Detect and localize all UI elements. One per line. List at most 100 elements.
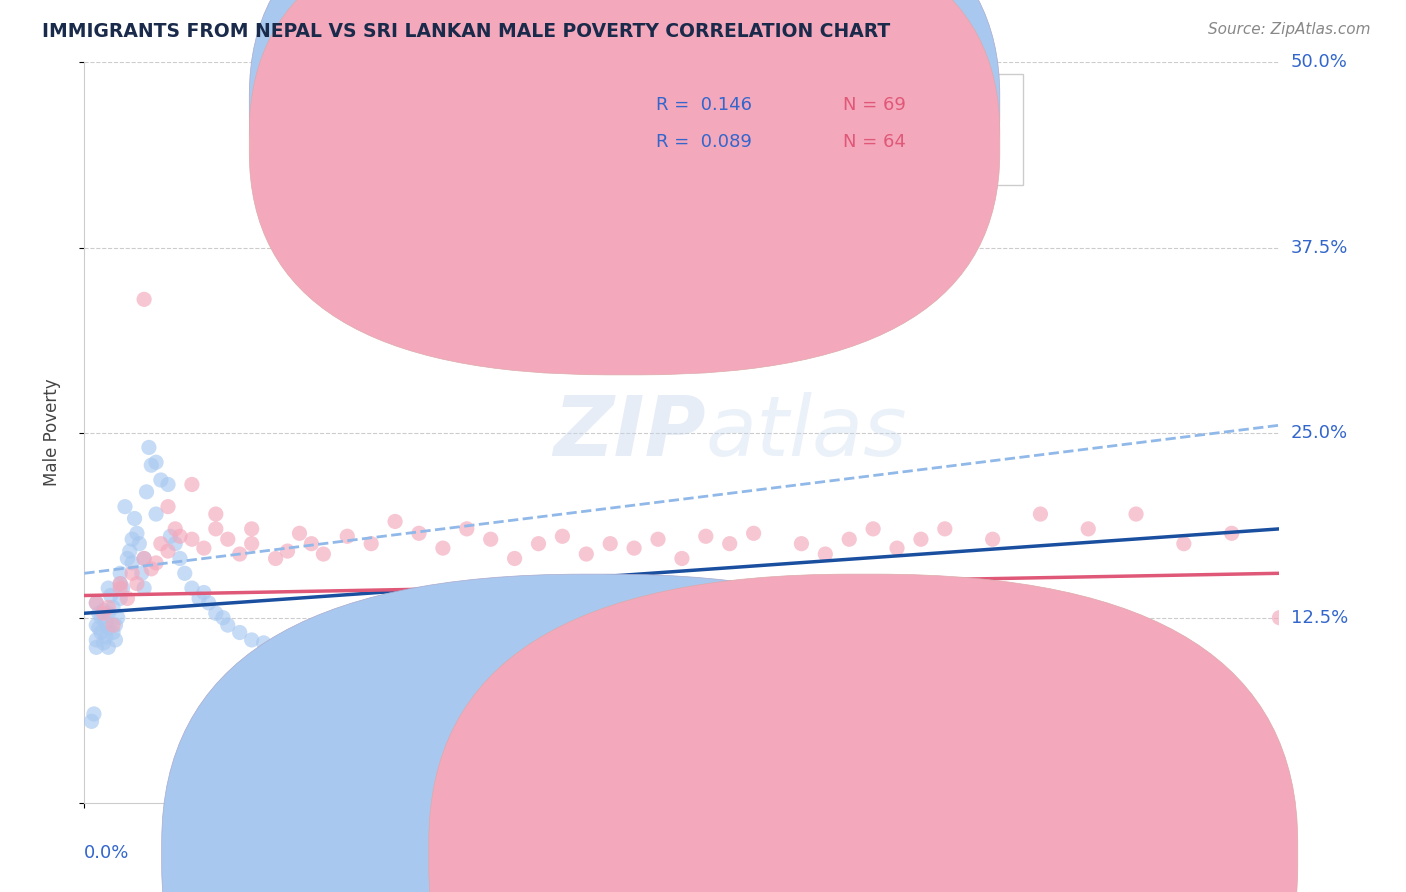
- Point: [138, 441, 160, 455]
- Point: [149, 536, 172, 550]
- Point: [80, 714, 103, 729]
- Point: [131, 566, 153, 581]
- Point: [124, 511, 146, 525]
- Text: 25.0%: 25.0%: [1291, 424, 1348, 442]
- Text: ZIP: ZIP: [553, 392, 706, 473]
- Point: [264, 640, 287, 655]
- Point: [141, 562, 163, 576]
- Point: [910, 533, 932, 547]
- Point: [253, 636, 276, 650]
- Point: [157, 544, 180, 558]
- Point: [312, 659, 335, 673]
- Point: [101, 600, 124, 615]
- Point: [86, 618, 108, 632]
- Point: [90, 610, 112, 624]
- Text: 0.0%: 0.0%: [84, 844, 129, 862]
- Point: [101, 618, 124, 632]
- Point: [117, 551, 139, 566]
- Text: 50.0%: 50.0%: [1223, 844, 1279, 862]
- Point: [193, 541, 215, 555]
- Point: [349, 670, 371, 684]
- Point: [217, 533, 239, 547]
- Point: [695, 529, 717, 543]
- Point: [121, 556, 143, 570]
- Point: [145, 455, 167, 469]
- Point: [205, 522, 228, 536]
- FancyBboxPatch shape: [581, 73, 1022, 185]
- Point: [205, 607, 228, 621]
- Point: [110, 566, 132, 581]
- Point: [165, 522, 187, 536]
- Point: [205, 507, 228, 521]
- Point: [360, 536, 382, 550]
- Point: [288, 526, 311, 541]
- Point: [145, 556, 167, 570]
- Point: [86, 596, 108, 610]
- Point: [336, 529, 359, 543]
- Point: [125, 576, 148, 591]
- Point: [110, 591, 132, 606]
- Point: [838, 533, 860, 547]
- Point: [312, 547, 335, 561]
- Point: [301, 655, 323, 669]
- Point: [125, 526, 148, 541]
- FancyBboxPatch shape: [249, 0, 1000, 375]
- Text: R =  0.146: R = 0.146: [655, 96, 752, 114]
- Point: [110, 581, 132, 595]
- Point: [86, 632, 108, 647]
- Point: [886, 541, 908, 555]
- Point: [132, 551, 156, 566]
- Text: N = 69: N = 69: [844, 96, 905, 114]
- Point: [981, 533, 1004, 547]
- Text: 50.0%: 50.0%: [1291, 54, 1347, 71]
- Point: [181, 533, 204, 547]
- Point: [141, 458, 163, 473]
- Point: [110, 576, 132, 591]
- Point: [671, 551, 693, 566]
- Point: [332, 663, 354, 677]
- Point: [193, 585, 215, 599]
- Point: [132, 293, 156, 307]
- Point: [145, 507, 167, 521]
- Point: [814, 547, 837, 561]
- Point: [86, 640, 108, 655]
- Point: [169, 529, 191, 543]
- Point: [97, 581, 120, 595]
- Point: [479, 533, 502, 547]
- Point: [934, 522, 956, 536]
- Text: Sri Lankans: Sri Lankans: [883, 850, 979, 868]
- Point: [790, 536, 813, 550]
- Point: [90, 625, 112, 640]
- Point: [384, 515, 406, 529]
- Point: [86, 596, 108, 610]
- Point: [360, 674, 382, 689]
- Point: [527, 536, 550, 550]
- Point: [277, 544, 299, 558]
- Point: [647, 533, 669, 547]
- Point: [121, 533, 143, 547]
- Point: [100, 589, 122, 603]
- Point: [240, 522, 263, 536]
- Text: Source: ZipAtlas.com: Source: ZipAtlas.com: [1208, 22, 1371, 37]
- Point: [1220, 526, 1243, 541]
- Point: [1268, 610, 1291, 624]
- Point: [623, 541, 645, 555]
- Point: [1077, 522, 1099, 536]
- Text: Immigrants from Nepal: Immigrants from Nepal: [616, 850, 808, 868]
- FancyBboxPatch shape: [249, 0, 1000, 338]
- Point: [97, 600, 120, 615]
- Point: [188, 591, 211, 606]
- Point: [149, 473, 172, 487]
- Point: [408, 526, 430, 541]
- Point: [229, 625, 252, 640]
- Point: [132, 581, 156, 595]
- Point: [132, 551, 156, 566]
- Point: [340, 665, 363, 680]
- Point: [87, 621, 110, 635]
- Point: [104, 632, 127, 647]
- Point: [432, 541, 454, 555]
- Point: [551, 529, 574, 543]
- Point: [181, 477, 204, 491]
- Point: [1029, 507, 1052, 521]
- Point: [114, 500, 136, 514]
